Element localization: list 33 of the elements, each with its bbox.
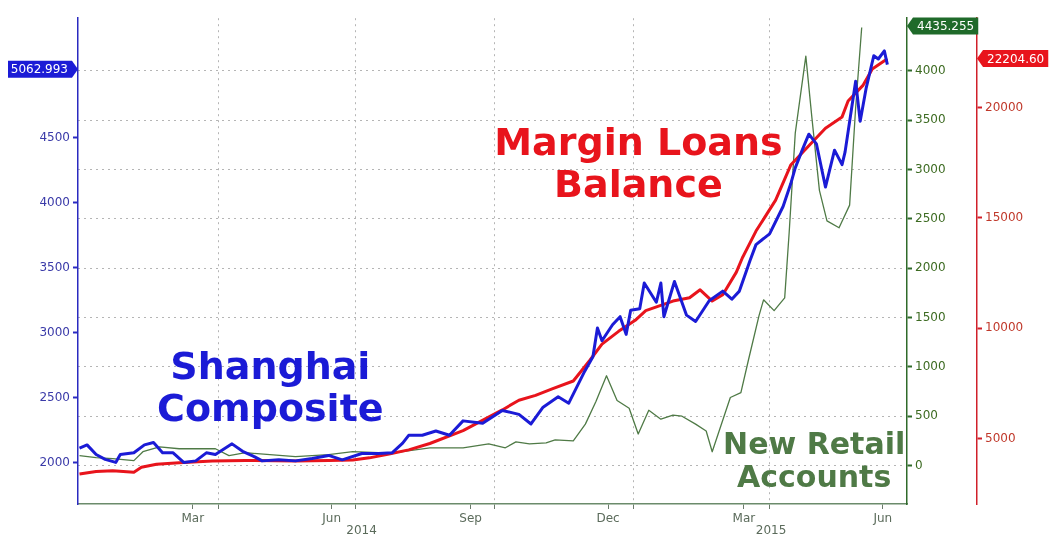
y-tick-label: 3000 bbox=[39, 324, 70, 339]
x-tick-label: Dec bbox=[596, 511, 620, 526]
y2-tick-label: 2500 bbox=[915, 211, 946, 226]
series-label: Shanghai Composite bbox=[157, 343, 384, 430]
y-tick-label: 4000 bbox=[39, 194, 70, 209]
y2-tick-label: 1500 bbox=[915, 309, 946, 324]
x-tick-label: Mar bbox=[181, 511, 205, 526]
x-tick-label: Jun bbox=[872, 511, 893, 526]
y2-tick-label: 4000 bbox=[915, 63, 946, 78]
y3-tick-label: 10000 bbox=[985, 320, 1024, 335]
text: 22204.60 bbox=[987, 51, 1045, 66]
y2-tick-label: 2000 bbox=[915, 260, 946, 275]
y2-tick-label: 500 bbox=[915, 408, 938, 423]
text: 5062.993 bbox=[10, 62, 69, 77]
y3-tick-label: 15000 bbox=[985, 209, 1024, 224]
y2-tick-label: 1000 bbox=[915, 359, 946, 374]
series-label: New Retail Accounts bbox=[723, 426, 906, 494]
y3-tick-label: 20000 bbox=[985, 99, 1024, 114]
x-tick-label: Sep bbox=[459, 511, 482, 526]
y2-tick-label: 3500 bbox=[915, 112, 946, 127]
x-tick-label: Jun bbox=[321, 511, 342, 526]
text: 2015 bbox=[755, 523, 787, 538]
y-tick-label: 4500 bbox=[39, 129, 70, 144]
y2-tick-label: 3000 bbox=[915, 161, 946, 176]
y3-tick-label: 5000 bbox=[985, 430, 1016, 445]
series-label: Margin Loans Balance bbox=[494, 120, 783, 207]
y-tick-label: 2000 bbox=[39, 454, 70, 469]
y2-tick-label: 0 bbox=[915, 457, 923, 472]
x-tick-label: Mar bbox=[732, 511, 756, 526]
text: 2014 bbox=[346, 523, 377, 538]
text: 4435.255 bbox=[917, 19, 975, 34]
y-tick-label: 3500 bbox=[39, 259, 70, 274]
y-tick-label: 2500 bbox=[39, 389, 70, 404]
